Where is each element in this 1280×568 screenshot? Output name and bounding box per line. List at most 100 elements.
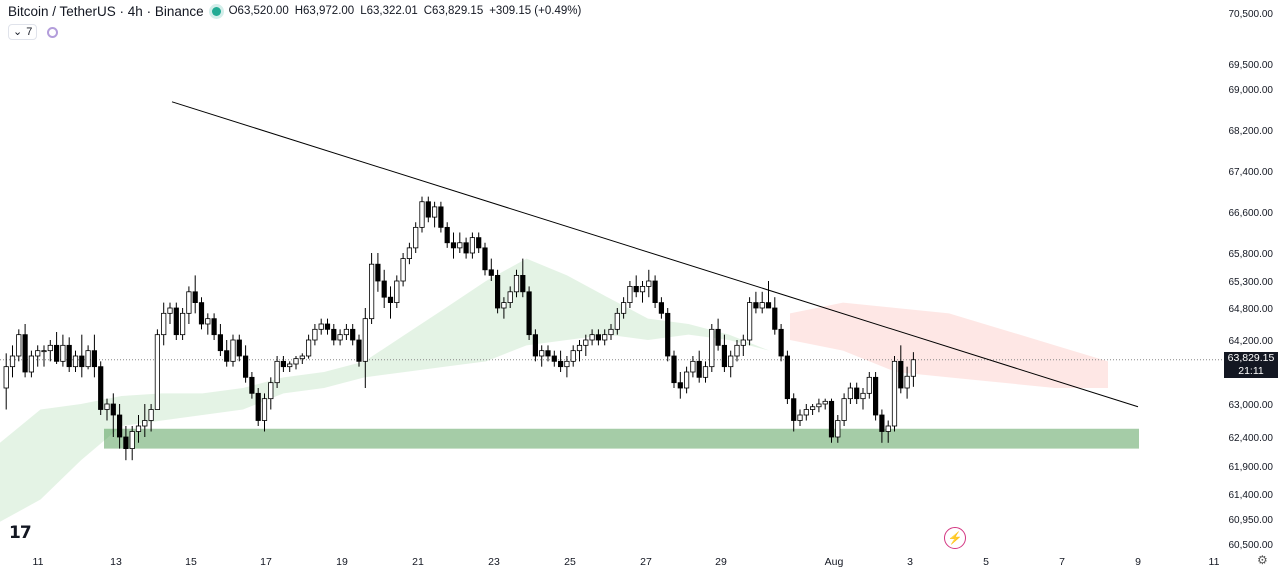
candle-body xyxy=(513,274,520,293)
candle xyxy=(759,291,765,314)
candle xyxy=(576,340,583,362)
indicators-toggle-button[interactable]: ⌄ 7 xyxy=(8,24,38,40)
time-axis: 11 13 15 17 19 21 23 25 27 29 Aug 3 5 7 9 11 xyxy=(33,556,1220,568)
candle-body xyxy=(205,318,211,325)
candle-body xyxy=(356,339,362,362)
candle xyxy=(198,297,205,330)
candle xyxy=(16,329,22,362)
candle-body xyxy=(224,350,230,362)
candle-body xyxy=(816,403,822,408)
candle-body xyxy=(312,328,318,341)
candle xyxy=(602,329,608,346)
candle xyxy=(835,415,841,443)
candle xyxy=(652,275,658,308)
candle-body xyxy=(873,376,879,416)
candle-body xyxy=(331,328,337,341)
cloud-red xyxy=(790,302,1108,388)
candle xyxy=(797,409,803,426)
support-zone xyxy=(104,428,1139,449)
candle-body xyxy=(381,280,387,298)
open-value: O63,520.00 xyxy=(228,5,289,17)
candle xyxy=(305,334,312,359)
candle xyxy=(734,340,740,362)
candle xyxy=(570,345,576,367)
candle xyxy=(539,345,545,367)
candle xyxy=(520,258,526,298)
low-value: L63,322.01 xyxy=(360,5,418,17)
candle xyxy=(558,350,564,372)
y-tick-label: 62,400.00 xyxy=(1229,433,1274,444)
candle-body xyxy=(822,400,828,405)
candle-body xyxy=(728,355,734,368)
candle xyxy=(343,324,350,340)
candle-body xyxy=(230,339,236,362)
candle xyxy=(677,372,683,399)
x-tick-label: 11 xyxy=(33,556,44,568)
x-tick-label: 17 xyxy=(260,556,272,568)
candle-body xyxy=(362,318,368,362)
candle xyxy=(854,382,860,404)
candle xyxy=(394,275,400,308)
candle xyxy=(803,404,809,421)
tradingview-logo-icon[interactable]: 17 xyxy=(9,523,32,543)
y-tick-label: 67,400.00 xyxy=(1229,167,1274,178)
candle-body xyxy=(469,237,476,254)
y-tick-label: 65,800.00 xyxy=(1229,249,1274,260)
candle xyxy=(41,345,47,367)
settings-icon[interactable]: ⚙ xyxy=(1257,553,1268,567)
candle-body xyxy=(583,339,589,346)
candle xyxy=(532,329,539,362)
indicator-bar: ⌄ 7 xyxy=(8,24,59,40)
candle xyxy=(356,334,362,367)
candle-body xyxy=(350,328,356,341)
candle xyxy=(9,345,16,378)
candle-body xyxy=(161,312,167,336)
candle xyxy=(312,324,318,346)
live-dot-icon xyxy=(211,6,221,16)
candle xyxy=(646,269,652,298)
candle xyxy=(589,329,595,346)
x-tick-label: 9 xyxy=(1135,556,1141,568)
high-value: H63,972.00 xyxy=(294,5,355,17)
candle-body xyxy=(494,274,501,309)
support-zone-rect xyxy=(104,428,1139,449)
candle xyxy=(249,372,255,399)
candle-body xyxy=(419,201,425,228)
candle xyxy=(79,334,85,378)
y-tick-label: 60,950.00 xyxy=(1229,515,1274,526)
x-tick-label: 13 xyxy=(110,556,122,568)
candle-body xyxy=(198,302,205,325)
candle-body xyxy=(438,206,444,228)
candle-body xyxy=(532,334,539,357)
close-value: C63,829.15 xyxy=(423,5,484,17)
candle xyxy=(696,350,702,383)
candle xyxy=(772,297,778,335)
symbol-title[interactable]: Bitcoin / TetherUS · 4h · Binance xyxy=(8,3,204,19)
candle xyxy=(551,350,557,367)
indicators-icon[interactable] xyxy=(47,26,59,38)
candle xyxy=(161,302,167,346)
candle xyxy=(501,297,507,319)
candle-body xyxy=(677,382,683,389)
cloud-green xyxy=(0,258,770,522)
candle-body xyxy=(721,344,728,368)
candle xyxy=(54,332,60,364)
x-tick-label: 15 xyxy=(185,556,197,568)
candle xyxy=(463,237,469,259)
candle-body xyxy=(658,302,665,314)
candle xyxy=(431,201,438,228)
candle xyxy=(709,324,715,372)
candle xyxy=(186,286,192,324)
candle-body xyxy=(835,420,841,438)
candle xyxy=(841,393,847,426)
candle-body xyxy=(570,350,576,362)
candle-body xyxy=(734,344,740,357)
candle xyxy=(778,324,784,362)
lightning-icon[interactable]: ⚡ xyxy=(944,527,966,549)
candle xyxy=(117,404,123,449)
candle-body xyxy=(476,237,482,249)
x-tick-label: 29 xyxy=(715,556,727,568)
candle-body xyxy=(558,360,564,368)
candle-body xyxy=(60,344,66,362)
